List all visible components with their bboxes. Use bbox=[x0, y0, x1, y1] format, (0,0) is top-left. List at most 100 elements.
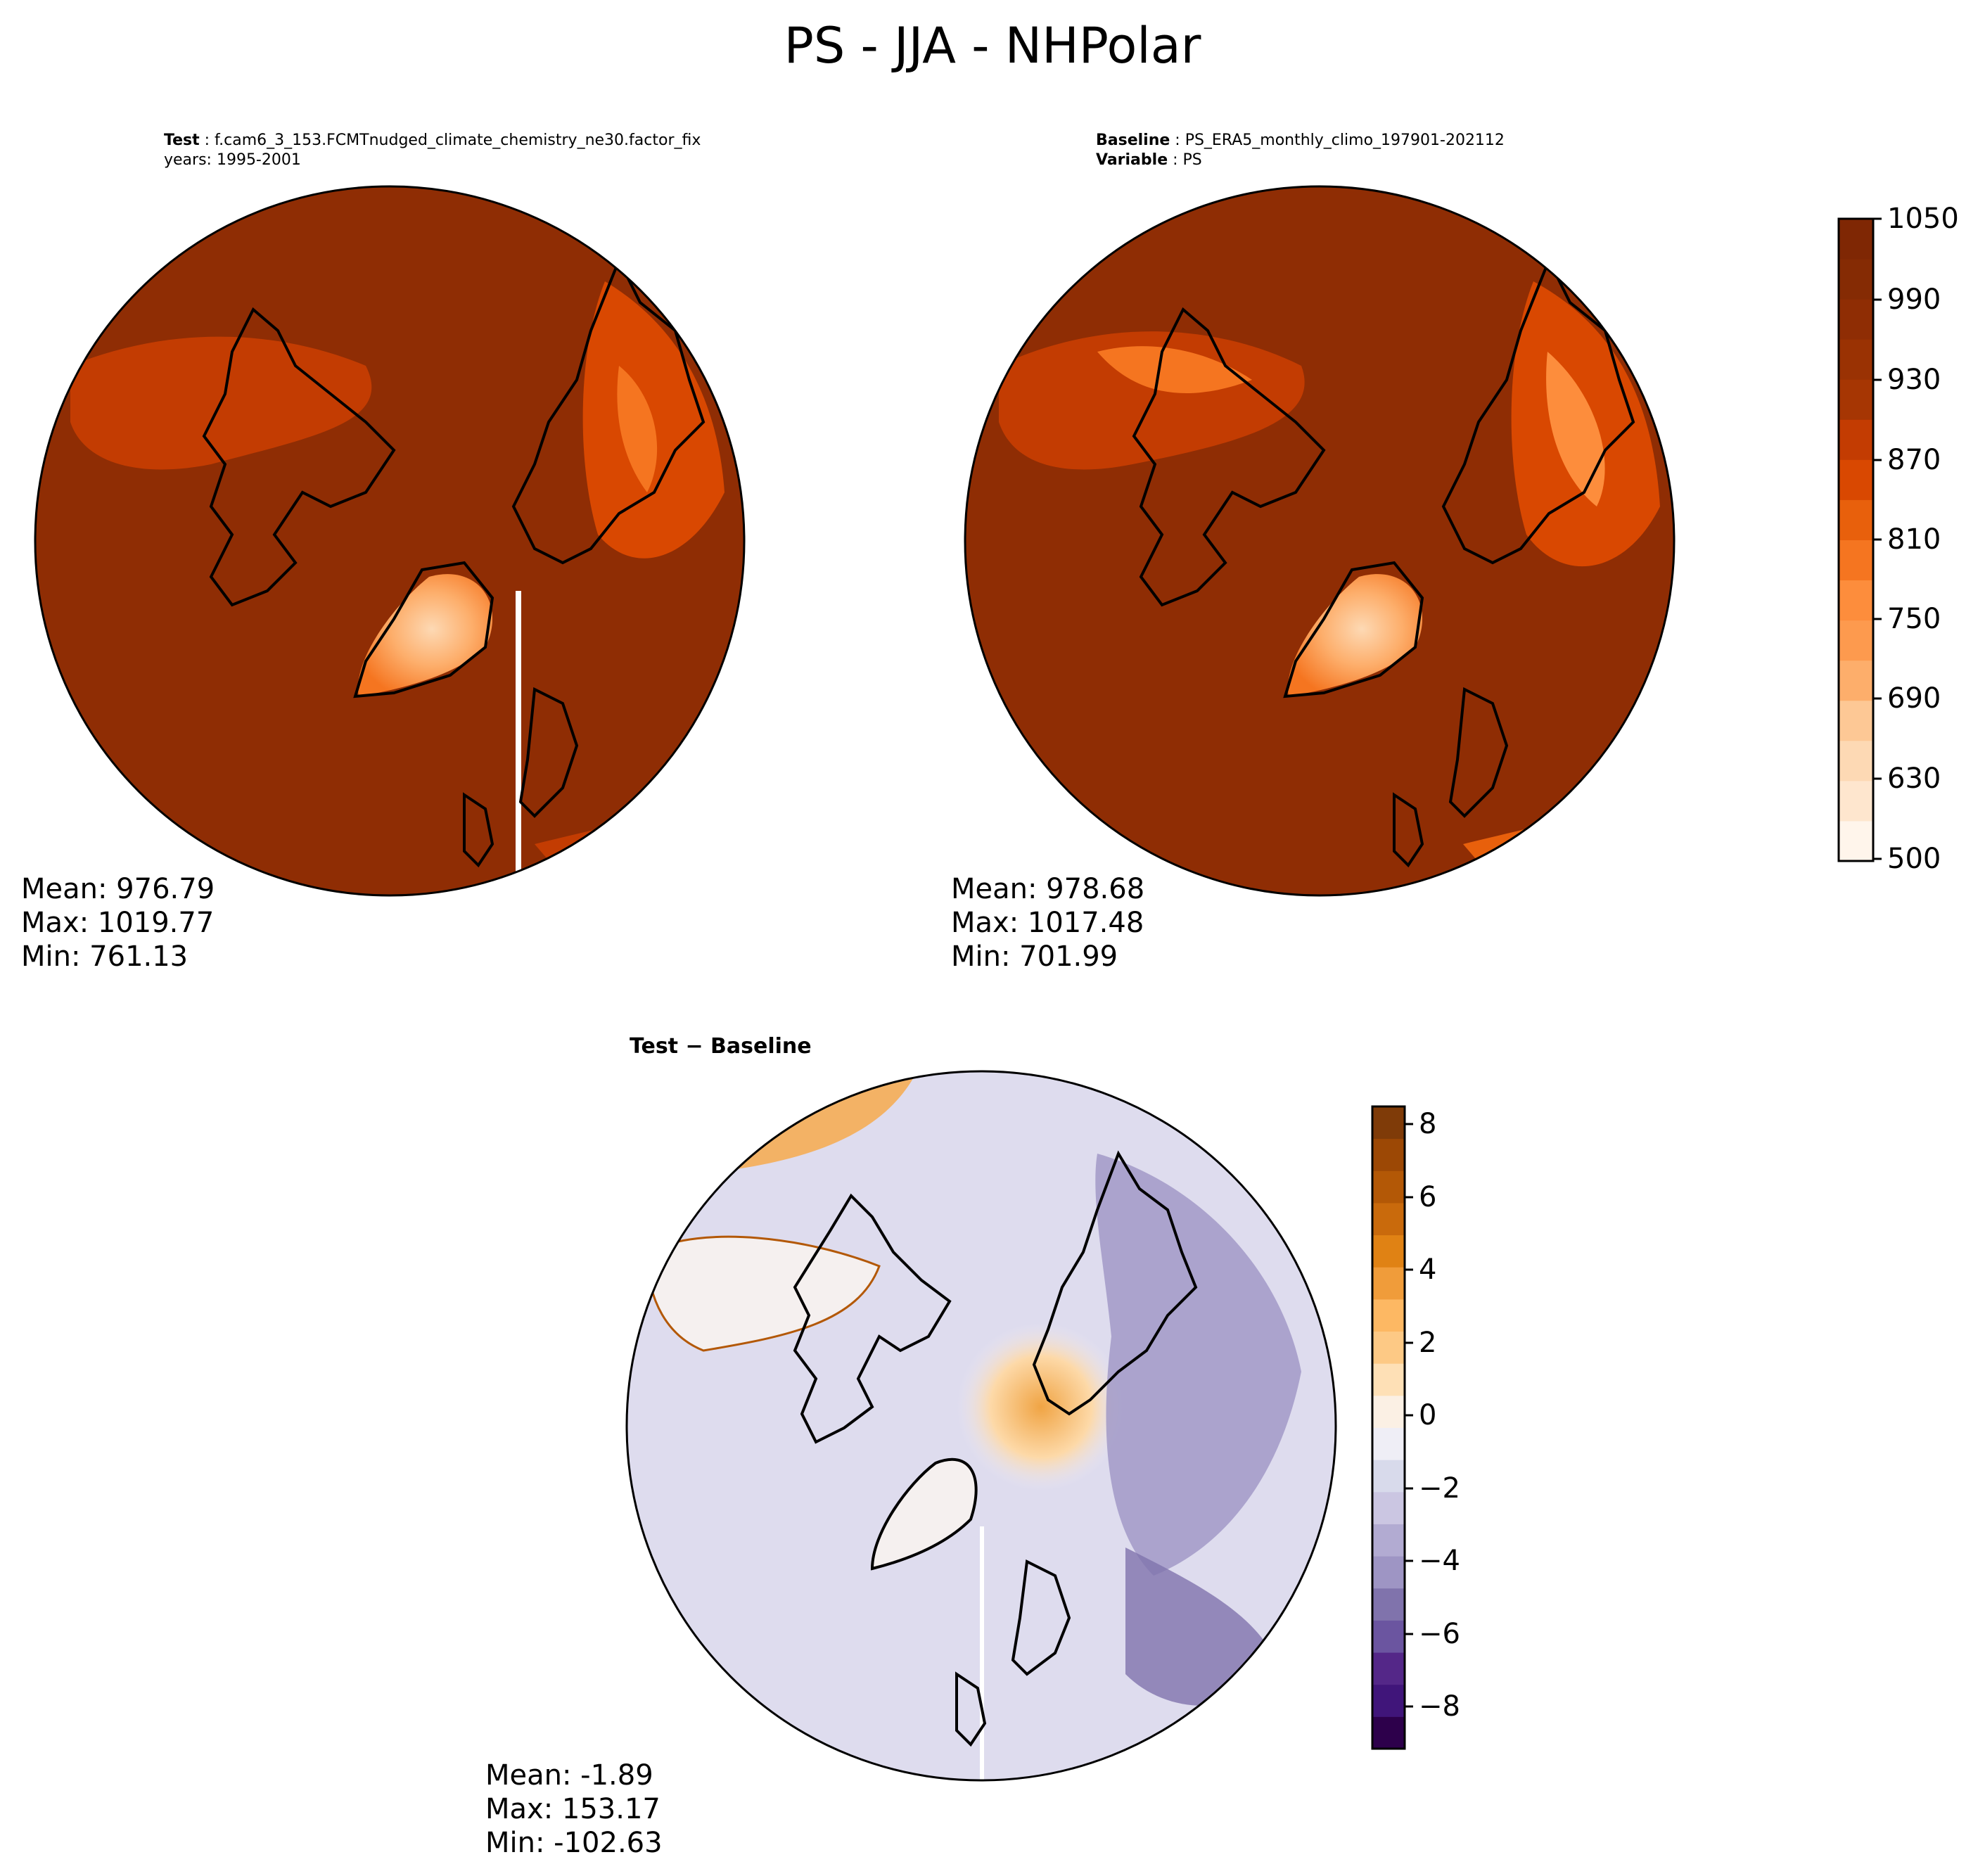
diff-min: Min: -102.63 bbox=[485, 1827, 663, 1859]
diff-max: Max: 153.17 bbox=[485, 1793, 660, 1825]
diff-colorbar-band bbox=[1372, 1395, 1405, 1428]
test-map bbox=[34, 185, 746, 897]
diff-coastline-america bbox=[1032, 1150, 1198, 1416]
diff-colorbar-band bbox=[1372, 1588, 1405, 1621]
ps-colorbar-tick-label: 500 bbox=[1887, 843, 1941, 875]
baseline-rockies bbox=[1546, 352, 1605, 506]
diff-colorbar-band bbox=[1372, 1106, 1405, 1140]
diff-colorbar-tick-label: −4 bbox=[1419, 1545, 1460, 1577]
ps-colorbar-band bbox=[1839, 820, 1873, 862]
baseline-coastline-asia bbox=[1132, 307, 1326, 607]
baseline-max: Max: 1017.48 bbox=[951, 907, 1144, 939]
baseline-header-value: PS_ERA5_monthly_climo_197901-202112 bbox=[1185, 132, 1505, 149]
diff-colorbar-ticks bbox=[1405, 1123, 1413, 1708]
baseline-coastline-britain bbox=[1393, 792, 1424, 868]
test-coastline-scandinavia bbox=[518, 687, 579, 818]
baseline-mean: Mean: 978.68 bbox=[951, 873, 1145, 905]
diff-coastline-britain bbox=[955, 1671, 987, 1747]
diff-colorbar-tick-label: −8 bbox=[1419, 1690, 1460, 1723]
diff-colorbar-band bbox=[1372, 1170, 1405, 1204]
baseline-variable-label: Variable bbox=[1096, 151, 1168, 169]
diff-greenland bbox=[870, 1457, 978, 1571]
diff-seam bbox=[980, 1526, 984, 1780]
ps-colorbar-band bbox=[1839, 419, 1873, 460]
diff-colorbar-tick-label: 0 bbox=[1419, 1399, 1437, 1431]
diff-colorbar-tick-label: 2 bbox=[1419, 1327, 1437, 1359]
diff-stats: Mean: -1.89 Max: 153.17 Min: -102.63 bbox=[485, 1759, 663, 1860]
baseline-variable-value: PS bbox=[1182, 151, 1202, 169]
diff-colorbar-band bbox=[1372, 1460, 1405, 1493]
diff-colorbar-tick-label: 6 bbox=[1419, 1181, 1437, 1213]
test-rockies bbox=[617, 366, 658, 492]
baseline-map-frame bbox=[964, 185, 1676, 897]
ps-colorbar-ticks bbox=[1873, 217, 1882, 860]
test-map-frame bbox=[34, 185, 746, 897]
baseline-variable-sep: : bbox=[1168, 151, 1183, 169]
diff-colorbar-band bbox=[1372, 1331, 1405, 1364]
ps-colorbar-tick-label: 750 bbox=[1887, 603, 1941, 635]
diff-colorbar-band bbox=[1372, 1427, 1405, 1460]
ps-colorbar-band bbox=[1839, 540, 1873, 581]
diff-title: Test − Baseline bbox=[630, 1034, 812, 1059]
baseline-map bbox=[964, 185, 1676, 897]
ps-colorbar-tick-label: 990 bbox=[1887, 283, 1941, 316]
test-max: Max: 1019.77 bbox=[21, 907, 215, 939]
test-stats: Mean: 976.79 Max: 1019.77 Min: 761.13 bbox=[21, 872, 215, 974]
figure-title: PS - JJA - NHPolar bbox=[784, 17, 1201, 75]
baseline-variable: Variable : PS bbox=[1096, 151, 1202, 170]
diff-center-positive bbox=[957, 1322, 1125, 1491]
test-coastline-britain bbox=[463, 792, 494, 868]
test-coastline-greenland bbox=[353, 561, 494, 698]
test-seam bbox=[516, 591, 521, 895]
baseline-header-sep: : bbox=[1170, 132, 1185, 149]
diff-colorbar-band bbox=[1372, 1267, 1405, 1300]
diff-colorbar-band bbox=[1372, 1298, 1405, 1332]
ps-colorbar-band bbox=[1839, 620, 1873, 661]
test-coastline-america bbox=[511, 257, 706, 565]
diff-colorbar-band bbox=[1372, 1202, 1405, 1236]
test-header-value: f.cam6_3_153.FCMTnudged_climate_chemistr… bbox=[215, 132, 701, 149]
test-header-sep: : bbox=[199, 132, 215, 149]
ps-colorbar-tick-label: 1050 bbox=[1887, 203, 1959, 235]
ps-colorbar-band bbox=[1839, 780, 1873, 822]
diff-colorbar-band bbox=[1372, 1363, 1405, 1396]
diff-colorbar-frame bbox=[1371, 1105, 1406, 1750]
baseline-coastline-america bbox=[1441, 257, 1635, 565]
diff-colorbar-tick-label: −6 bbox=[1419, 1618, 1460, 1650]
ps-colorbar-band bbox=[1839, 259, 1873, 300]
test-coastline-asia bbox=[202, 307, 396, 607]
ps-colorbar-tick-label: 810 bbox=[1887, 523, 1941, 556]
ps-colorbar-band bbox=[1839, 219, 1873, 260]
diff-colorbar-band bbox=[1372, 1620, 1405, 1653]
baseline-header-label: Baseline bbox=[1096, 132, 1170, 149]
ps-colorbar-tick-label: 870 bbox=[1887, 444, 1941, 476]
ps-colorbar bbox=[1839, 219, 1873, 862]
ps-colorbar-band bbox=[1839, 379, 1873, 420]
diff-colorbar-band bbox=[1372, 1138, 1405, 1171]
ps-colorbar-tick-label: 930 bbox=[1887, 364, 1941, 396]
baseline-header: Baseline : PS_ERA5_monthly_climo_197901-… bbox=[1096, 131, 1505, 151]
test-header: Test : f.cam6_3_153.FCMTnudged_climate_c… bbox=[164, 131, 701, 151]
diff-colorbar bbox=[1372, 1106, 1405, 1749]
test-northamerica-region bbox=[582, 281, 725, 559]
diff-colorbar-band bbox=[1372, 1524, 1405, 1557]
baseline-greenland bbox=[1287, 574, 1423, 696]
diff-colorbar-tick-label: −2 bbox=[1419, 1472, 1460, 1505]
ps-colorbar-band bbox=[1839, 660, 1873, 701]
diff-colorbar-band bbox=[1372, 1234, 1405, 1268]
test-min: Min: 761.13 bbox=[21, 940, 189, 973]
diff-colorbar-band bbox=[1372, 1491, 1405, 1524]
ps-colorbar-band bbox=[1839, 459, 1873, 500]
baseline-stats: Mean: 978.68 Max: 1017.48 Min: 701.99 bbox=[951, 872, 1144, 974]
diff-coastline-asia bbox=[793, 1193, 952, 1444]
diff-asia-land bbox=[646, 1235, 881, 1352]
test-mean: Mean: 976.79 bbox=[21, 873, 215, 905]
ps-colorbar-band bbox=[1839, 339, 1873, 380]
ps-colorbar-tick-label: 630 bbox=[1887, 762, 1941, 795]
ps-colorbar-tick-label: 690 bbox=[1887, 682, 1941, 715]
diff-colorbar-band bbox=[1372, 1556, 1405, 1589]
diff-map bbox=[625, 1070, 1337, 1782]
ps-colorbar-band bbox=[1839, 580, 1873, 621]
ps-colorbar-band bbox=[1839, 700, 1873, 741]
